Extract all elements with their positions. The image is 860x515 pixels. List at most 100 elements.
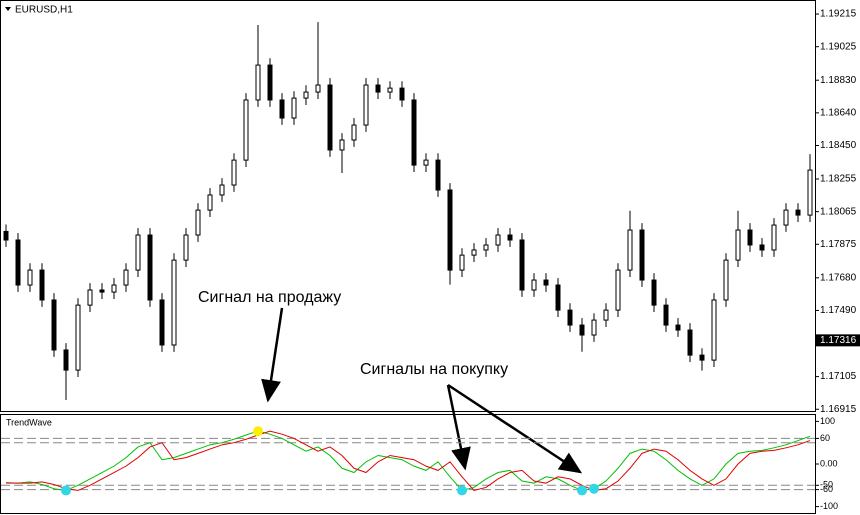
y-tick-label: 1.19025 (820, 41, 857, 52)
y-tick-label: 1.17105 (820, 371, 857, 382)
candle-body (711, 299, 717, 361)
last-price-box (816, 334, 860, 347)
candle-body (423, 159, 429, 166)
candle-body (195, 209, 201, 236)
candle-body (363, 84, 369, 126)
candle-body (699, 354, 705, 361)
candle-body (567, 309, 573, 326)
candle-body (87, 289, 93, 306)
candle-body (135, 234, 141, 271)
arrow (447, 383, 583, 474)
candle-body (315, 84, 321, 93)
y-tick-label: 1.19215 (820, 9, 857, 20)
candle-body (183, 234, 189, 261)
candle-body (435, 159, 441, 191)
y-tick-label: 1.17875 (820, 239, 857, 250)
candle-body (783, 209, 789, 226)
candle-body (471, 249, 477, 256)
candle-body (63, 349, 69, 371)
candle-body (495, 234, 501, 246)
main-pane (0, 0, 816, 412)
last-price-label: 1.17316 (820, 335, 857, 346)
candle-body (639, 229, 645, 281)
y-tick-label: 1.16915 (820, 404, 857, 415)
candle-body (771, 224, 777, 251)
y-tick-label: 1.18255 (820, 174, 857, 185)
candle-body (159, 299, 165, 346)
candle-body (723, 259, 729, 301)
y-tick-label: 1.18640 (820, 107, 857, 118)
candle-body (483, 244, 489, 251)
candle-body (687, 329, 693, 356)
candle-body (303, 91, 309, 99)
candle-body (519, 239, 525, 291)
symbol-title: EURUSD,H1 (15, 5, 73, 16)
candle-body (267, 64, 273, 101)
y-tick-label: 60 (820, 433, 830, 443)
y-tick-label: 1.18450 (820, 140, 857, 151)
indicator-title: TrendWave (6, 417, 52, 427)
signal-dot (253, 426, 263, 437)
candle-body (375, 84, 381, 93)
y-tick-label: 1.18065 (820, 206, 857, 217)
candle-body (507, 234, 513, 241)
y-tick-label: -60 (820, 484, 833, 494)
candle-body (387, 87, 393, 93)
candle-body (207, 194, 213, 211)
candle-body (411, 99, 417, 166)
candle-body (111, 284, 117, 293)
candle-body (795, 209, 801, 216)
candle-body (543, 279, 549, 286)
candle-body (255, 64, 261, 101)
candle-body (219, 184, 225, 196)
signal-dot (589, 483, 599, 494)
candle-body (51, 299, 57, 351)
y-tick-label: 1.17490 (820, 305, 857, 316)
candle-body (531, 279, 537, 291)
indicator-line (6, 430, 811, 491)
y-tick-label: -50 (820, 480, 833, 490)
candle-body (123, 269, 129, 286)
arrow (446, 384, 471, 471)
arrow (261, 307, 284, 403)
candle-body (291, 97, 297, 119)
y-tick-label: -100 (820, 501, 838, 511)
candle-body (555, 284, 561, 311)
candle-body (615, 269, 621, 311)
candle-body (675, 324, 681, 331)
y-tick-label: 1.18830 (820, 75, 857, 86)
candle-body (3, 230, 9, 241)
candle-body (231, 159, 237, 186)
candle-body (279, 99, 285, 119)
candle-body (39, 269, 45, 301)
candle-body (399, 87, 405, 101)
menu-icon (5, 7, 11, 11)
annotation: Сигнал на продажу (198, 289, 341, 306)
candle-body (339, 139, 345, 151)
y-tick-label: 100 (820, 416, 835, 426)
candle-body (351, 124, 357, 141)
candle-body (171, 259, 177, 346)
candle-body (243, 99, 249, 161)
candle-body (651, 279, 657, 306)
candle-body (759, 244, 765, 251)
annotation: Сигналы на покупку (360, 361, 508, 378)
candle-body (579, 324, 585, 336)
indicator-line (5, 430, 811, 491)
y-tick-label: 0.00 (820, 458, 838, 468)
candle-body (99, 289, 105, 293)
candle-body (747, 229, 753, 246)
y-tick-label: 1.17680 (820, 272, 857, 283)
signal-dot (457, 485, 467, 496)
candle-body (807, 169, 813, 216)
signal-dot (577, 485, 587, 496)
candle-body (735, 229, 741, 261)
candle-body (459, 254, 465, 271)
candle-body (27, 269, 33, 286)
candle-body (327, 84, 333, 151)
candle-body (75, 304, 81, 371)
candle-body (627, 229, 633, 271)
candle-body (15, 239, 21, 286)
indicator-pane (0, 414, 816, 514)
